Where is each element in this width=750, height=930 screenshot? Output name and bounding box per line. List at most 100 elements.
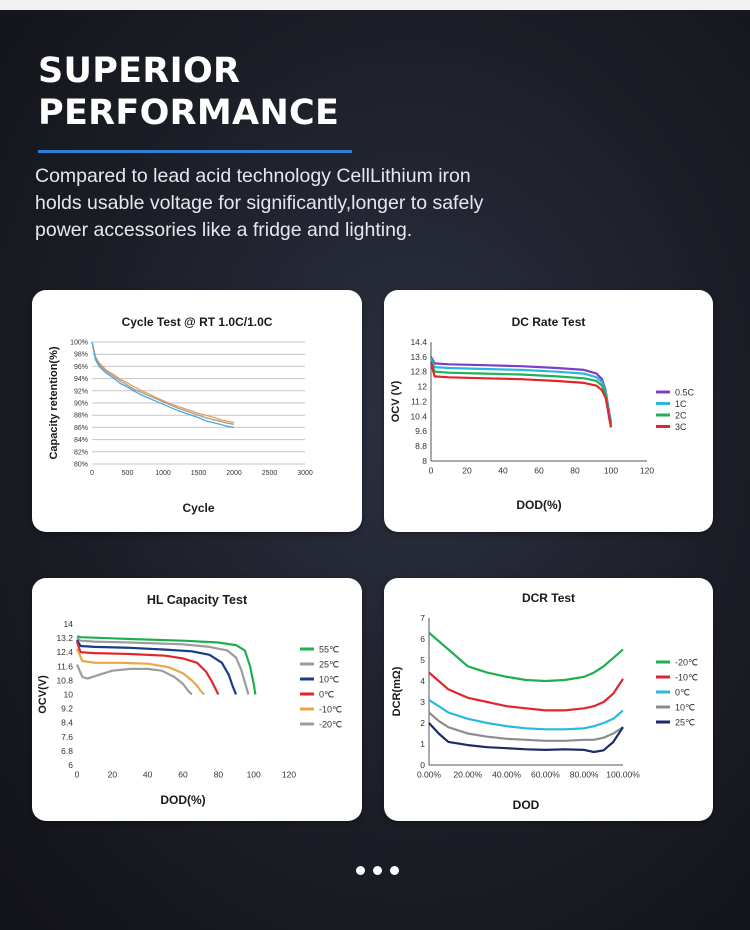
- title-underline: [38, 150, 352, 153]
- x-tick-label: 20.00%: [453, 770, 482, 780]
- y-tick-label: 14: [64, 619, 74, 629]
- x-tick-label: 80: [570, 466, 580, 476]
- y-tick-label: 2: [420, 718, 425, 728]
- series-line-3: [91, 341, 235, 429]
- y-tick-label: 6.8: [61, 746, 73, 756]
- x-tick-label: 0: [90, 470, 94, 477]
- series-line-10: [76, 639, 238, 695]
- legend-label: 10℃: [675, 703, 695, 713]
- dcr-test-chart: DCR Test 0 1 2 3 4 5 6 7 0.00% 20.00% 40.00% 60.00% 8…: [391, 591, 698, 812]
- y-tick-label: 12: [418, 382, 428, 392]
- series-line-20: [428, 631, 624, 683]
- x-tick-label: 40: [143, 770, 153, 780]
- title-line-1: SUPERIOR: [38, 51, 241, 91]
- x-tick-label: 2000: [226, 470, 242, 477]
- y-tick-label: 6: [420, 634, 425, 644]
- series-line-25: [76, 637, 250, 695]
- series-line-25: [428, 722, 624, 754]
- x-tick-label: 80.00%: [570, 770, 599, 780]
- y-tick-label: 8: [422, 456, 427, 466]
- y-tick-label: 98%: [74, 352, 88, 359]
- y-tick-label: 9.6: [415, 426, 427, 436]
- legend-label: 0.5C: [675, 388, 695, 398]
- x-tick-label: 80: [214, 770, 224, 780]
- chart-title: DC Rate Test: [512, 315, 586, 329]
- top-strip: [0, 0, 750, 10]
- y-tick-label: 3: [420, 697, 425, 707]
- y-tick-label: 100%: [70, 339, 88, 346]
- hl-capacity-test-chart: HL Capacity Test 6 6.8 7.6 8.4 9.2 10 10.8 11.6 1…: [37, 593, 342, 807]
- x-axis-label: Cycle: [182, 501, 214, 515]
- y-tick-label: 90%: [74, 400, 88, 407]
- x-tick-label: 3000: [297, 470, 313, 477]
- cycle-test-chart: Cycle Test @ RT 1.0C/1.0C 80% 82% 84% 86% 88%…: [48, 315, 313, 515]
- chart-title: HL Capacity Test: [147, 593, 248, 607]
- y-tick-label: 7: [420, 613, 425, 623]
- hl-capacity-test-card: HL Capacity Test 6 6.8 7.6 8.4 9.2 10 10.8 11.6 1…: [32, 578, 362, 821]
- x-tick-label: 0.00%: [417, 770, 442, 780]
- y-axis-label: Capacity retention(%): [48, 346, 60, 459]
- page-title: SUPERIOR PERFORMANCE: [38, 50, 339, 134]
- x-tick-label: 20: [108, 770, 118, 780]
- dc-rate-test-chart: DC Rate Test 8 8.8 9.6 10.4 11.2 12 12.8 13.6 14.…: [390, 315, 695, 512]
- description-line-1: Compared to lead acid technology CellLit…: [35, 165, 471, 187]
- description-line-3: power accessories like a fridge and ligh…: [35, 219, 413, 241]
- legend-label: 0℃: [319, 690, 334, 700]
- legend-label: 25℃: [675, 718, 695, 728]
- pager-dot[interactable]: [373, 866, 382, 875]
- legend-label: 0℃: [675, 688, 690, 698]
- series-line-0: [75, 641, 220, 695]
- x-tick-label: 2500: [262, 470, 278, 477]
- dcr-test-card: DCR Test 0 1 2 3 4 5 6 7 0.00% 20.00% 40.00% 60.00% 8…: [384, 578, 713, 821]
- series-line-20: [75, 664, 193, 696]
- y-tick-label: 86%: [74, 425, 88, 432]
- y-tick-label: 12.4: [56, 647, 73, 657]
- series-line-3C: [429, 362, 613, 428]
- dc-rate-test-card: DC Rate Test 8 8.8 9.6 10.4 11.2 12 12.8 13.6 14.…: [384, 290, 713, 532]
- y-tick-label: 10.8: [56, 675, 73, 685]
- x-tick-label: 0: [75, 770, 80, 780]
- y-tick-label: 7.6: [61, 732, 73, 742]
- y-tick-label: 14.4: [410, 337, 427, 347]
- chart-title: DCR Test: [522, 591, 575, 605]
- series-line-2: [91, 341, 235, 425]
- y-tick-label: 1: [420, 739, 425, 749]
- y-tick-label: 80%: [74, 461, 88, 468]
- legend-label: 55℃: [319, 645, 339, 655]
- x-tick-label: 1500: [191, 470, 207, 477]
- y-tick-label: 0: [420, 760, 425, 770]
- y-tick-label: 94%: [74, 376, 88, 383]
- series-line-1C: [429, 358, 613, 425]
- y-tick-label: 84%: [74, 437, 88, 444]
- y-axis-label: DCR(mΩ): [391, 666, 403, 716]
- series-line-10: [428, 711, 624, 742]
- pager-dot[interactable]: [356, 866, 365, 875]
- x-tick-label: 0: [429, 466, 434, 476]
- legend-label: 3C: [675, 422, 687, 432]
- y-tick-label: 10.4: [410, 411, 427, 421]
- x-tick-label: 60: [534, 466, 544, 476]
- y-axis-label: OCV (V): [390, 380, 402, 422]
- x-tick-label: 40.00%: [492, 770, 521, 780]
- y-tick-label: 96%: [74, 364, 88, 371]
- series-line-10: [428, 671, 624, 712]
- chart-title: Cycle Test @ RT 1.0C/1.0C: [122, 315, 273, 329]
- y-tick-label: 8.4: [61, 718, 73, 728]
- x-tick-label: 20: [462, 466, 472, 476]
- y-tick-label: 11.2: [411, 396, 427, 406]
- y-tick-label: 4: [420, 676, 425, 686]
- x-axis-label: DOD(%): [160, 793, 205, 807]
- y-tick-label: 12.8: [410, 367, 427, 377]
- x-tick-label: 40: [498, 466, 508, 476]
- x-axis-label: DOD(%): [516, 498, 561, 512]
- description-line-2: holds usable voltage for significantly,l…: [35, 192, 484, 214]
- x-tick-label: 100: [604, 466, 618, 476]
- x-tick-label: 1000: [155, 470, 171, 477]
- pager-dot[interactable]: [390, 866, 399, 875]
- x-tick-label: 120: [282, 770, 296, 780]
- x-tick-label: 120: [640, 466, 654, 476]
- legend-label: -10℃: [319, 705, 342, 715]
- x-tick-label: 60.00%: [531, 770, 560, 780]
- series-line-1: [91, 341, 235, 424]
- y-tick-label: 13.6: [410, 352, 427, 362]
